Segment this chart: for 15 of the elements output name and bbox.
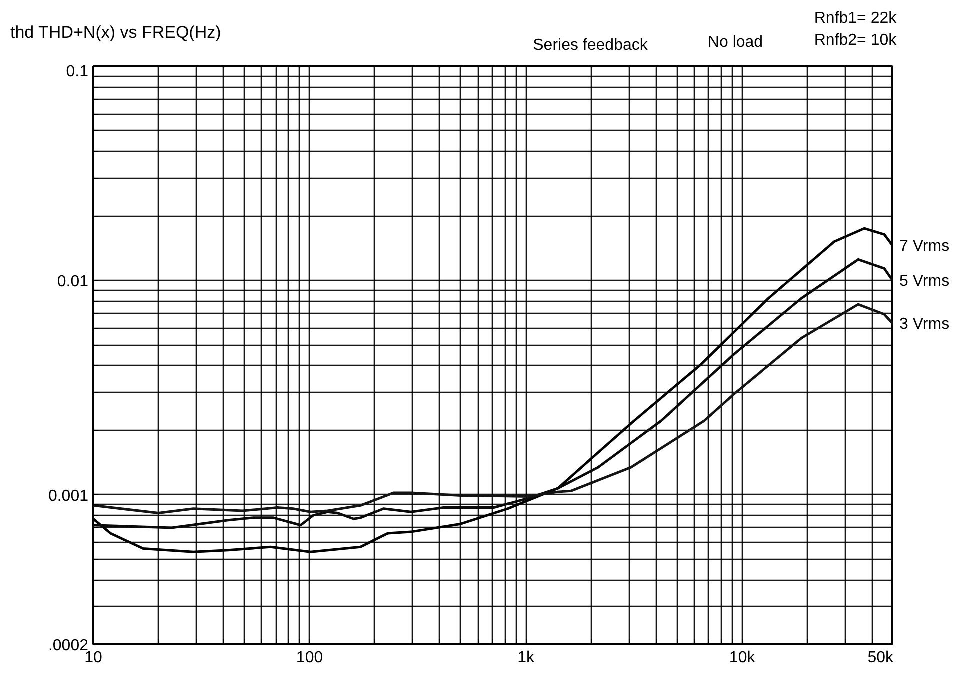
x-tick-label: 1k xyxy=(518,650,536,666)
text: Rnfb2= 10k xyxy=(814,32,898,49)
series-label: 3 Vrms xyxy=(900,316,950,334)
x-tick-label: 10 xyxy=(84,650,102,666)
text: Series feedback xyxy=(533,37,649,54)
x-tick-label: 100 xyxy=(296,650,324,666)
series-label: 7 Vrms xyxy=(900,238,950,256)
text: Rnfb1= 22k xyxy=(814,10,898,27)
y-tick-label: 0.001 xyxy=(48,488,89,505)
y-tick-label: 0.01 xyxy=(57,274,89,291)
series-label: 5 Vrms xyxy=(900,273,950,290)
x-tick-label: 10k xyxy=(729,650,756,666)
text: No load xyxy=(708,34,764,51)
chart-title: thd THD+N(x) vs FREQ(Hz) xyxy=(10,23,222,42)
y-tick-label: 0.1 xyxy=(66,64,89,80)
